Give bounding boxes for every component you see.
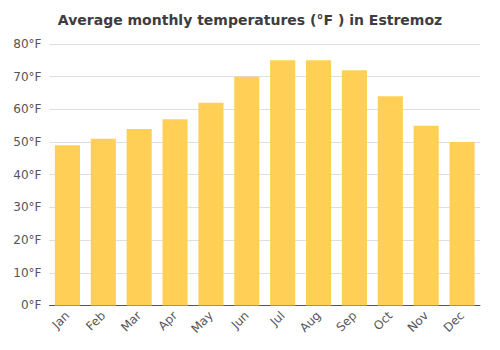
svg-text:50°F: 50°F	[13, 135, 41, 149]
svg-text:Jun: Jun	[228, 309, 252, 333]
svg-text:20°F: 20°F	[13, 233, 41, 247]
svg-text:May: May	[188, 309, 215, 336]
svg-text:80°F: 80°F	[13, 37, 41, 51]
svg-text:Sep: Sep	[334, 309, 360, 335]
svg-text:60°F: 60°F	[13, 102, 41, 116]
svg-text:Jan: Jan	[49, 309, 73, 333]
svg-text:0°F: 0°F	[21, 298, 42, 312]
svg-text:40°F: 40°F	[13, 168, 41, 182]
svg-text:Feb: Feb	[83, 309, 108, 334]
svg-text:10°F: 10°F	[13, 266, 41, 280]
svg-text:Aug: Aug	[297, 309, 323, 335]
svg-text:Dec: Dec	[441, 309, 467, 335]
svg-text:Mar: Mar	[118, 308, 144, 334]
svg-text:30°F: 30°F	[13, 200, 41, 214]
svg-text:70°F: 70°F	[13, 70, 41, 84]
svg-text:Oct: Oct	[371, 308, 396, 333]
svg-text:Nov: Nov	[405, 309, 431, 335]
svg-text:Average monthly temperatures (: Average monthly temperatures (°F ) in Es…	[58, 12, 442, 28]
svg-text:Jul: Jul	[267, 309, 288, 330]
svg-text:Apr: Apr	[155, 308, 180, 333]
